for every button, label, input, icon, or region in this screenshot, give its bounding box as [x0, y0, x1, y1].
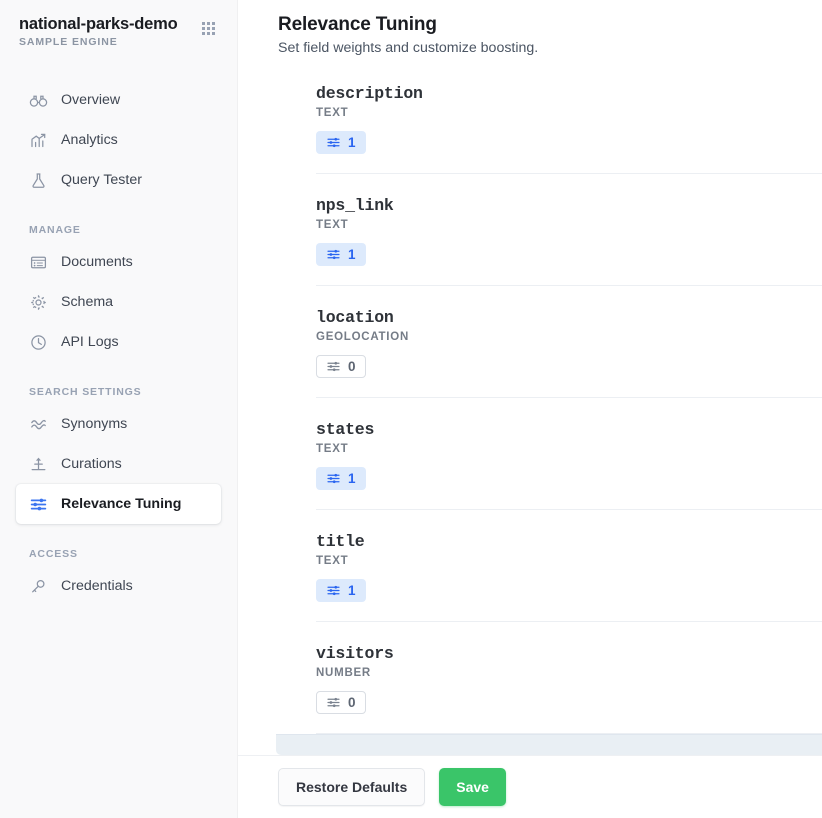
sidebar-section-search-settings: SEARCH SETTINGS	[29, 386, 142, 398]
field-name: description	[316, 84, 423, 103]
page-header: Relevance Tuning Set field weights and c…	[238, 0, 822, 72]
save-button[interactable]: Save	[439, 768, 506, 806]
binoculars-icon	[29, 91, 48, 110]
sliders-icon	[326, 135, 341, 150]
field-weight-value: 1	[348, 246, 356, 262]
field-weight-badge[interactable]: 1	[316, 243, 366, 266]
grid-dots-icon[interactable]	[202, 22, 215, 35]
wave-tilde-icon	[29, 415, 48, 434]
sidebar-item-query-tester[interactable]: Query Tester	[0, 160, 237, 200]
field-name: nps_link	[316, 196, 394, 215]
relevance-tuning-card: description TEXT 1 nps_link TEXT 1 location GEO…	[276, 62, 822, 755]
sidebar-item-label: Documents	[61, 254, 133, 270]
sidebar-item-documents[interactable]: Documents	[0, 242, 237, 282]
engine-name: national-parks-demo	[19, 15, 178, 33]
sidebar-section-manage: MANAGE	[29, 224, 81, 236]
field-weight-value: 0	[348, 358, 356, 374]
engine-subtitle: SAMPLE ENGINE	[19, 36, 118, 48]
gear-icon	[29, 293, 48, 312]
sidebar-item-label: Analytics	[61, 132, 118, 148]
sidebar-item-overview[interactable]: Overview	[0, 80, 237, 120]
sidebar-item-analytics[interactable]: Analytics	[0, 120, 237, 160]
sidebar-item-synonyms[interactable]: Synonyms	[0, 404, 237, 444]
sidebar-nav: Overview Analytics Que	[0, 80, 237, 606]
field-name: visitors	[316, 644, 394, 663]
field-name: location	[316, 308, 394, 327]
field-weight-badge[interactable]: 1	[316, 467, 366, 490]
field-name: title	[316, 532, 365, 551]
field-weight-badge[interactable]: 1	[316, 579, 366, 602]
field-row[interactable]: world_heritage_siteTEXT1	[276, 734, 822, 755]
main-content: g Relevance Tuning Set field weights and…	[238, 0, 822, 818]
field-type: TEXT	[316, 219, 349, 231]
field-weight-value: 1	[348, 582, 356, 598]
sliders-icon	[326, 359, 341, 374]
restore-defaults-button[interactable]: Restore Defaults	[278, 768, 426, 806]
field-row[interactable]: title TEXT 1	[316, 510, 822, 622]
field-weight-badge[interactable]: 0	[316, 691, 366, 714]
field-weight-value: 1	[348, 470, 356, 486]
field-row[interactable]: states TEXT 1	[316, 398, 822, 510]
key-icon	[29, 577, 48, 596]
sidebar-item-label: Query Tester	[61, 172, 142, 188]
sidebar-item-label: Overview	[61, 92, 121, 108]
field-row[interactable]: nps_link TEXT 1	[316, 174, 822, 286]
clock-icon	[29, 333, 48, 352]
field-type: TEXT	[316, 443, 349, 455]
action-footer: Restore Defaults Save	[238, 755, 822, 818]
list-document-icon	[29, 253, 48, 272]
sidebar-item-api-logs[interactable]: API Logs	[0, 322, 237, 362]
field-row[interactable]: visitors NUMBER 0	[316, 622, 822, 734]
field-weight-badge[interactable]: 1	[316, 131, 366, 154]
sidebar-item-label: Credentials	[61, 578, 133, 594]
sidebar-item-schema[interactable]: Schema	[0, 282, 237, 322]
field-type: GEOLOCATION	[316, 331, 410, 343]
field-weight-value: 1	[348, 134, 356, 150]
pin-anchor-icon	[29, 455, 48, 474]
chart-trend-icon	[29, 131, 48, 150]
field-row[interactable]: location GEOLOCATION 0	[316, 286, 822, 398]
field-list: description TEXT 1 nps_link TEXT 1 location GEO…	[276, 62, 822, 755]
field-type: NUMBER	[316, 667, 371, 679]
sidebar-header: national-parks-demo SAMPLE ENGINE	[0, 0, 237, 58]
field-type: TEXT	[316, 107, 349, 119]
sidebar-item-curations[interactable]: Curations	[0, 444, 237, 484]
field-type: TEXT	[316, 555, 349, 567]
sliders-icon	[326, 695, 341, 710]
sliders-icon	[326, 247, 341, 262]
sidebar-item-label: Curations	[61, 456, 122, 472]
field-weight-value: 0	[348, 694, 356, 710]
sidebar-item-label: Schema	[61, 294, 114, 310]
field-weight-badge[interactable]: 0	[316, 355, 366, 378]
sidebar-section-access: ACCESS	[29, 548, 78, 560]
sliders-icon	[326, 583, 341, 598]
sliders-icon	[29, 495, 48, 514]
flask-icon	[29, 171, 48, 190]
sidebar-item-label: Synonyms	[61, 416, 128, 432]
engine-identity[interactable]: national-parks-demo SAMPLE ENGINE	[16, 14, 178, 48]
field-name: states	[316, 420, 375, 439]
page-title: Relevance Tuning	[278, 14, 437, 35]
sliders-icon	[326, 471, 341, 486]
sidebar-item-relevance-tuning[interactable]: Relevance Tuning	[16, 484, 221, 524]
field-row[interactable]: description TEXT 1	[316, 62, 822, 174]
sidebar-item-label: API Logs	[61, 334, 119, 350]
sidebar-item-credentials[interactable]: Credentials	[0, 566, 237, 606]
sidebar: national-parks-demo SAMPLE ENGINE Overvi…	[0, 0, 238, 818]
sidebar-item-label: Relevance Tuning	[61, 496, 182, 512]
page-subtitle: Set field weights and customize boosting…	[278, 40, 539, 56]
